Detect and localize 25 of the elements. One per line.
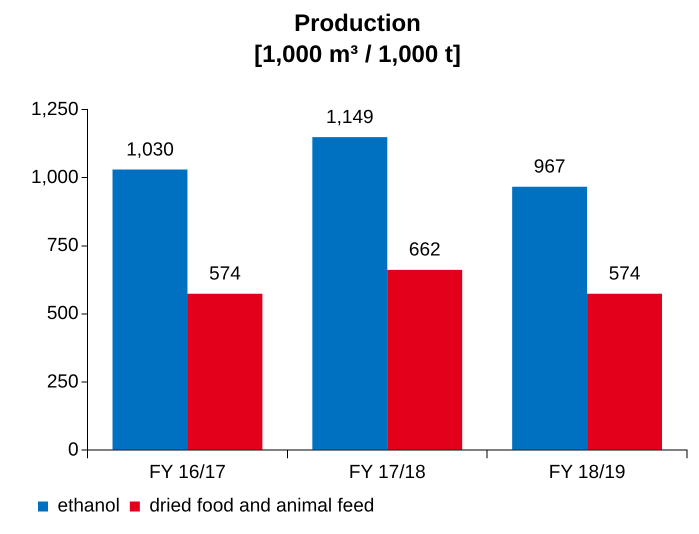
x-tick-label: FY 16/17 bbox=[149, 462, 226, 483]
bar bbox=[387, 270, 462, 450]
bar bbox=[112, 170, 188, 450]
bar bbox=[587, 294, 662, 450]
y-tick-label: 0 bbox=[68, 439, 79, 460]
y-tick-label: 1,000 bbox=[31, 166, 79, 188]
bar bbox=[187, 294, 262, 450]
y-tick-label: 750 bbox=[46, 235, 79, 256]
bar bbox=[512, 186, 588, 450]
data-label: 662 bbox=[408, 240, 441, 261]
bar bbox=[312, 137, 388, 450]
y-tick-label: 250 bbox=[46, 371, 79, 392]
y-tick-label: 500 bbox=[46, 303, 79, 324]
data-label: 967 bbox=[534, 156, 566, 178]
legend-label: ethanol bbox=[58, 496, 120, 517]
data-label: 1,149 bbox=[326, 106, 374, 128]
data-label: 574 bbox=[209, 264, 242, 285]
data-label: 574 bbox=[608, 264, 641, 285]
data-label: 1,030 bbox=[126, 139, 174, 160]
x-tick-label: FY 18/19 bbox=[548, 462, 626, 483]
chart-title: Production bbox=[294, 10, 421, 38]
chart-subtitle: [1,000 m³ / 1,000 t] bbox=[254, 40, 461, 68]
y-tick-label: 1,250 bbox=[31, 98, 79, 120]
x-tick-label: FY 17/18 bbox=[348, 462, 426, 483]
legend-label: dried food and animal feed bbox=[149, 496, 374, 517]
